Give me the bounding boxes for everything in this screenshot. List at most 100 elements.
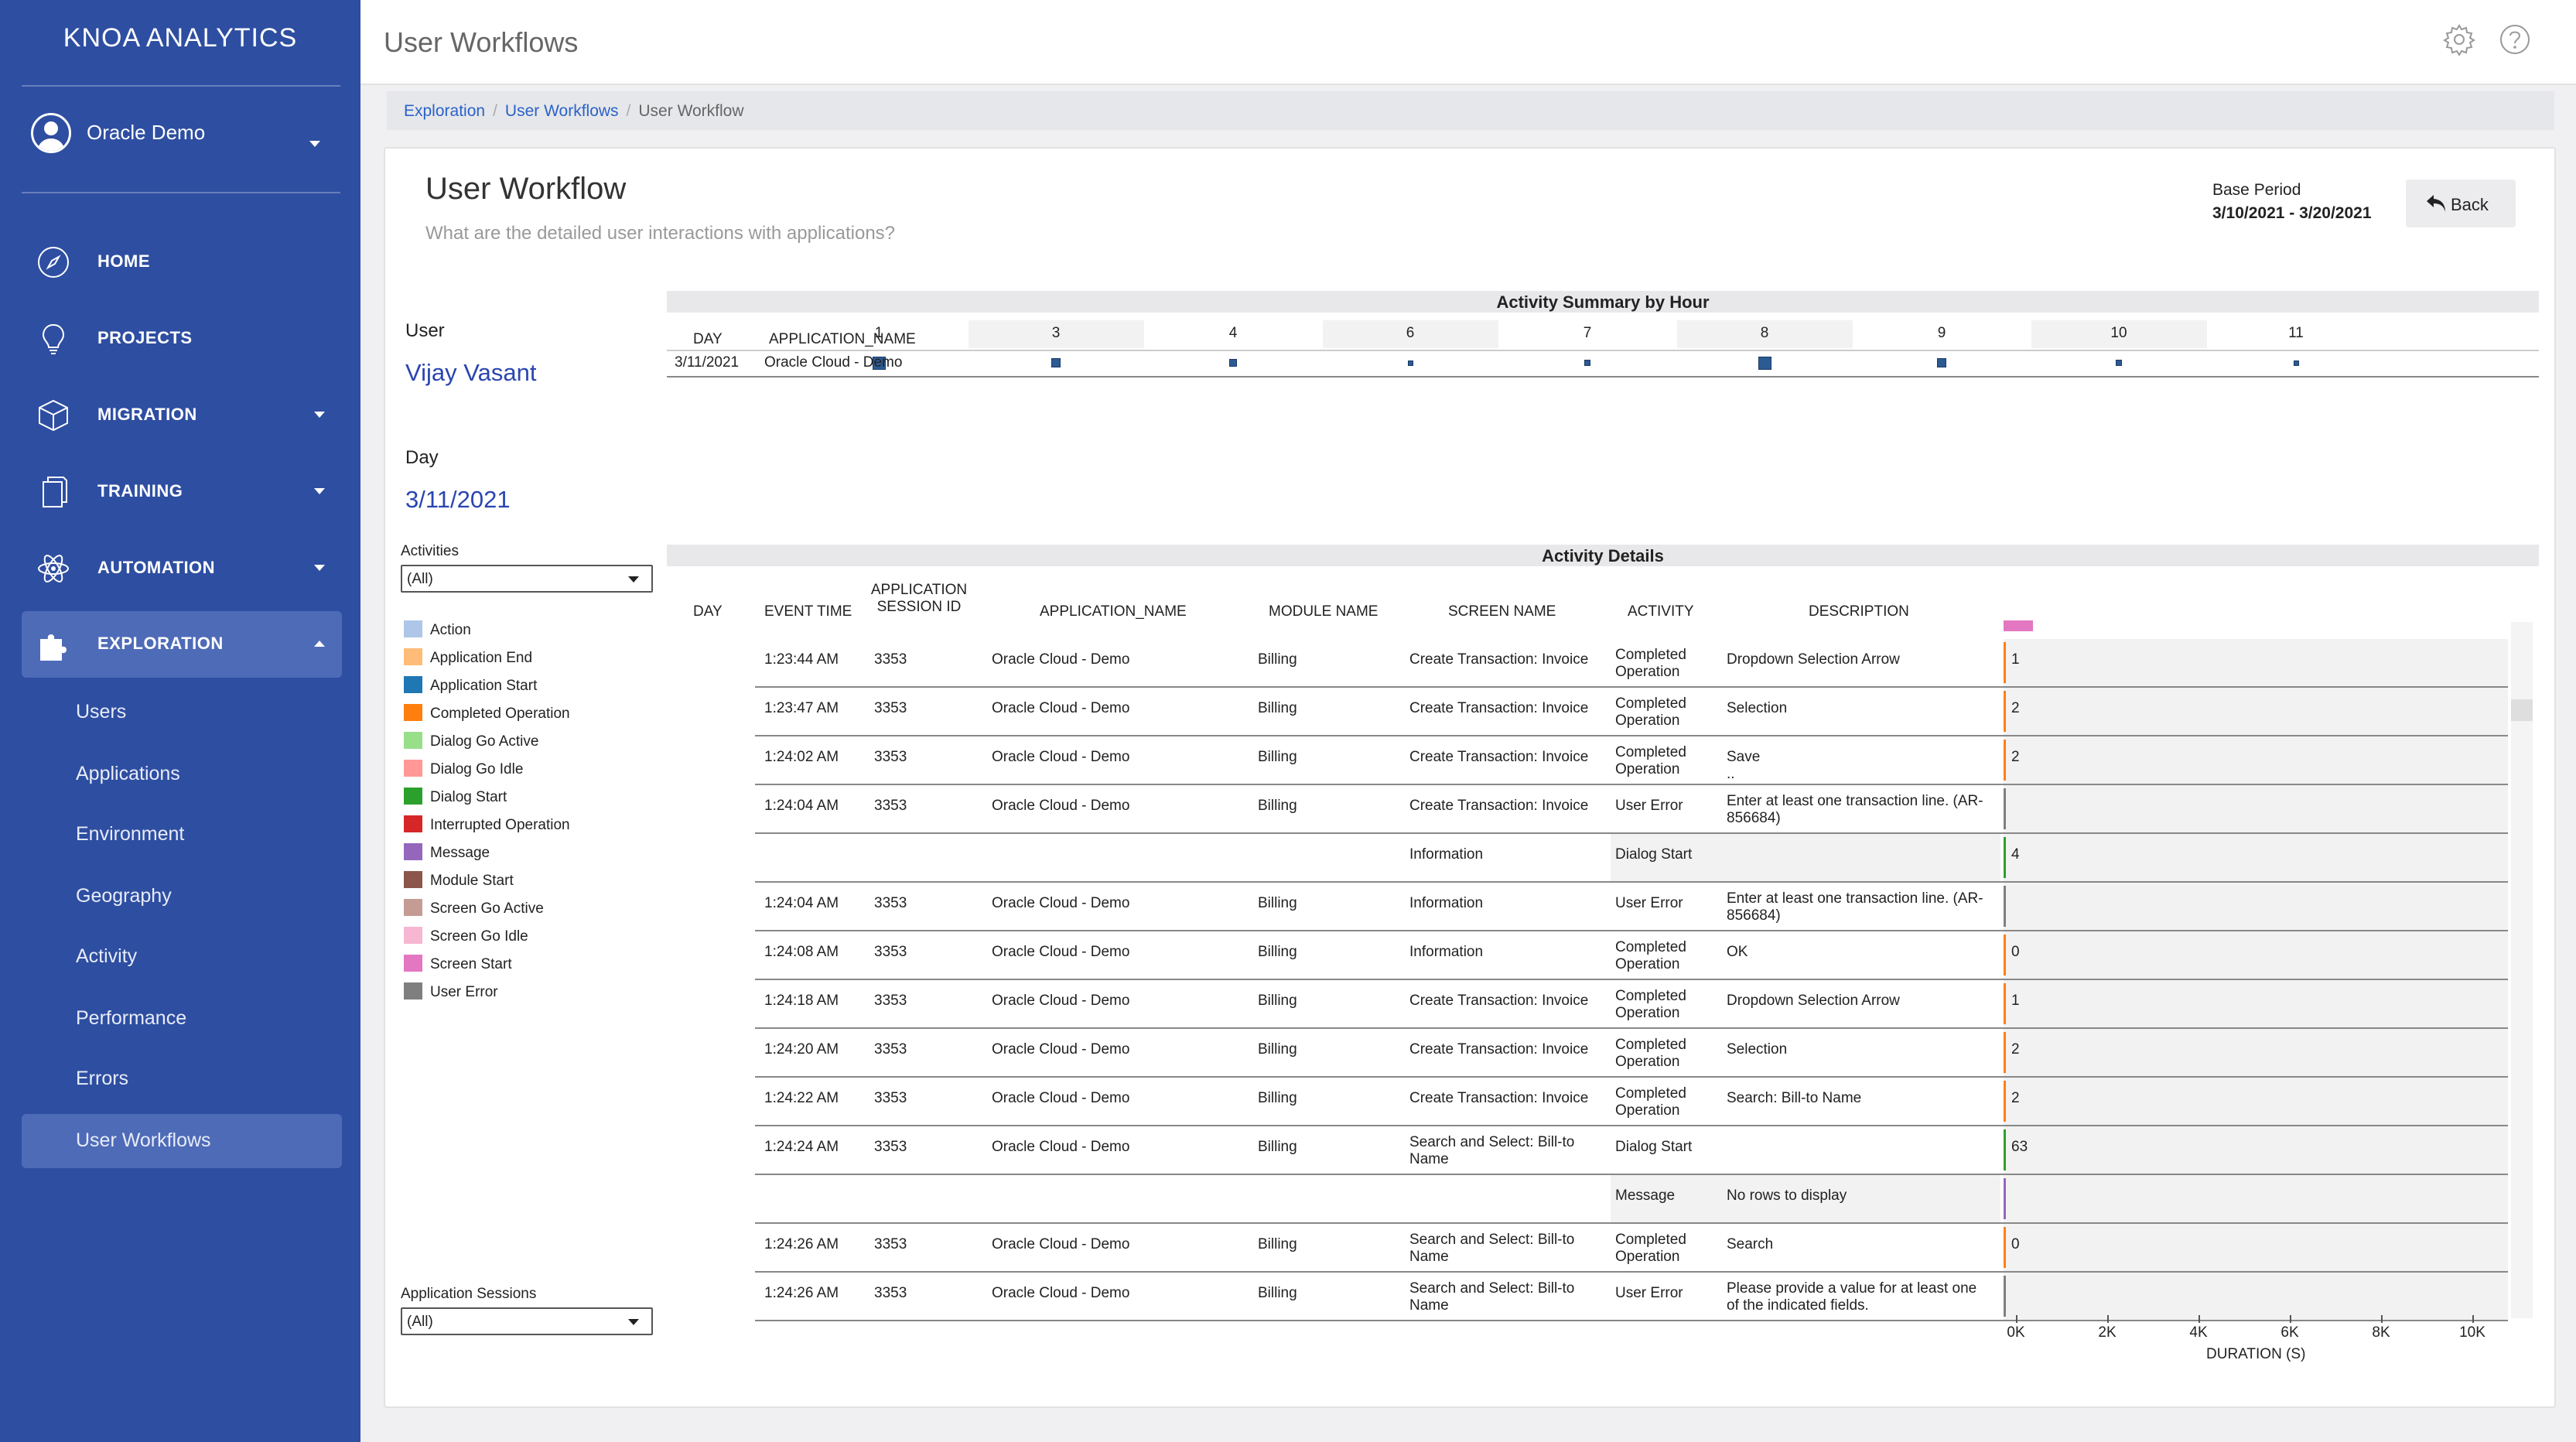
sidebar-item-performance[interactable]: Performance <box>22 992 342 1046</box>
summary-activity-square[interactable] <box>1758 356 1771 370</box>
summary-column-shade <box>1322 320 1498 348</box>
cell-duration-value: 2 <box>2011 1090 2020 1106</box>
cell-module-name: Billing <box>1258 1090 1297 1106</box>
table-row[interactable] <box>755 688 2508 736</box>
nav-item-training[interactable]: TRAINING <box>22 459 342 525</box>
cell-event-time: 1:24:24 AM <box>764 1139 839 1155</box>
gear-icon[interactable] <box>2443 23 2475 56</box>
puzzle-icon <box>40 634 67 661</box>
cell-screen-name: Create Transaction: Invoice <box>1409 651 1589 668</box>
sidebar-item-environment[interactable]: Environment <box>22 808 342 862</box>
legend-label: Application Start <box>430 678 538 694</box>
cell-screen-name: Information <box>1409 846 1484 863</box>
duration-bar[interactable] <box>2004 788 2006 829</box>
sessions-select[interactable]: (All) <box>401 1307 653 1335</box>
legend-label: Interrupted Operation <box>430 817 570 833</box>
table-row[interactable] <box>755 736 2508 785</box>
summary-activity-square[interactable] <box>1051 358 1061 367</box>
duration-bar[interactable] <box>2004 642 2006 683</box>
duration-bar[interactable] <box>2004 1178 2006 1219</box>
x-axis-tick-label: 8K <box>2372 1324 2390 1341</box>
cell-activity: Dialog Start <box>1615 846 1693 863</box>
cell-description: Selection <box>1727 700 1788 716</box>
cell-screen-name: Create Transaction: Invoice <box>1409 1041 1589 1058</box>
details-scrollbar[interactable] <box>2511 622 2533 1318</box>
compass-icon <box>38 247 69 278</box>
breadcrumb-current: User Workflow <box>638 102 744 120</box>
table-row[interactable] <box>755 1175 2508 1224</box>
sidebar-item-user-workflows[interactable]: User Workflows <box>22 1114 342 1168</box>
x-axis-tick-label: 6K <box>2280 1324 2299 1341</box>
nav-item-exploration[interactable]: EXPLORATION <box>22 611 342 678</box>
cell-screen-name: Create Transaction: Invoice <box>1409 1090 1589 1106</box>
documents-icon <box>43 477 67 507</box>
sidebar-item-users[interactable]: Users <box>22 685 342 740</box>
summary-hour-header: 11 <box>2288 325 2304 341</box>
table-row[interactable] <box>755 785 2508 834</box>
help-icon[interactable] <box>2499 23 2531 56</box>
duration-bar[interactable] <box>2004 886 2006 927</box>
duration-bar[interactable] <box>2004 935 2006 976</box>
breadcrumb: Exploration / User Workflows / User Workflow <box>387 91 2554 130</box>
duration-bar[interactable] <box>2004 837 2006 878</box>
summary-hour-header: 9 <box>1937 325 1946 341</box>
summary-activity-square[interactable] <box>2116 360 2122 366</box>
nav-item-home[interactable]: HOME <box>22 229 342 296</box>
activities-select[interactable]: (All) <box>401 565 653 593</box>
sub-nav-label: Environment <box>76 823 185 845</box>
sidebar-item-errors[interactable]: Errors <box>22 1052 342 1106</box>
table-row[interactable] <box>755 1273 2508 1321</box>
nav-item-migration[interactable]: MIGRATION <box>22 382 342 449</box>
duration-bar[interactable] <box>2004 1227 2006 1268</box>
base-period-value: 3/10/2021 - 3/20/2021 <box>2212 204 2372 222</box>
table-row[interactable] <box>755 639 2508 688</box>
breadcrumb-link-exploration[interactable]: Exploration <box>404 102 486 120</box>
duration-bar[interactable] <box>2004 740 2006 781</box>
table-row[interactable] <box>755 883 2508 931</box>
nav-label: HOME <box>97 251 150 271</box>
summary-row-day: 3/11/2021 <box>675 354 740 371</box>
summary-activity-square[interactable] <box>1937 358 1946 367</box>
cell-session-id: 3353 <box>874 651 907 668</box>
scrollbar-thumb[interactable] <box>2511 699 2533 721</box>
legend-label: Message <box>430 845 490 861</box>
x-axis-tick-mark <box>2107 1315 2109 1323</box>
cell-screen-name: Create Transaction: Invoice <box>1409 798 1589 814</box>
cell-screen-name: Create Transaction: Invoice <box>1409 993 1589 1009</box>
summary-activity-square[interactable] <box>1584 360 1590 366</box>
legend-swatch <box>404 676 422 693</box>
duration-bar-zone <box>2004 736 2508 784</box>
activity-summary: Activity Summary by Hour DAY APPLICATION… <box>667 291 2539 378</box>
cell-module-name: Billing <box>1258 993 1297 1009</box>
duration-bar[interactable] <box>2004 983 2006 1024</box>
summary-activity-square[interactable] <box>1407 360 1413 366</box>
duration-bar[interactable] <box>2004 1081 2006 1122</box>
cell-activity: Completed Operation <box>1615 1037 1686 1070</box>
table-row[interactable] <box>755 931 2508 980</box>
details-header-day: DAY <box>693 603 723 620</box>
table-row[interactable] <box>755 980 2508 1029</box>
duration-bar[interactable] <box>2004 1129 2006 1170</box>
table-row[interactable] <box>755 1224 2508 1273</box>
sidebar-item-activity[interactable]: Activity <box>22 930 342 984</box>
duration-bar[interactable] <box>2004 1276 2006 1317</box>
table-row[interactable] <box>755 1078 2508 1126</box>
summary-activity-square[interactable] <box>2293 360 2299 366</box>
summary-activity-square[interactable] <box>1229 359 1237 367</box>
back-button[interactable]: Back <box>2406 179 2516 227</box>
cell-activity: Message <box>1615 1187 1676 1204</box>
sidebar-item-geography[interactable]: Geography <box>22 870 342 924</box>
table-row[interactable] <box>755 1029 2508 1078</box>
merged-activity-cell <box>1611 834 2000 881</box>
summary-activity-square[interactable] <box>872 356 886 370</box>
breadcrumb-link-user-workflows[interactable]: User Workflows <box>504 102 619 120</box>
nav-item-automation[interactable]: AUTOMATION <box>22 535 342 602</box>
table-row[interactable] <box>755 834 2508 883</box>
profile-selector[interactable]: Oracle Demo <box>31 113 333 162</box>
nav-item-projects[interactable]: PROJECTS <box>22 306 342 372</box>
sidebar-item-applications[interactable]: Applications <box>22 747 342 801</box>
table-row[interactable] <box>755 1126 2508 1175</box>
duration-bar[interactable] <box>2004 691 2006 732</box>
cell-event-time: 1:24:20 AM <box>764 1041 839 1058</box>
duration-bar[interactable] <box>2004 1032 2006 1073</box>
